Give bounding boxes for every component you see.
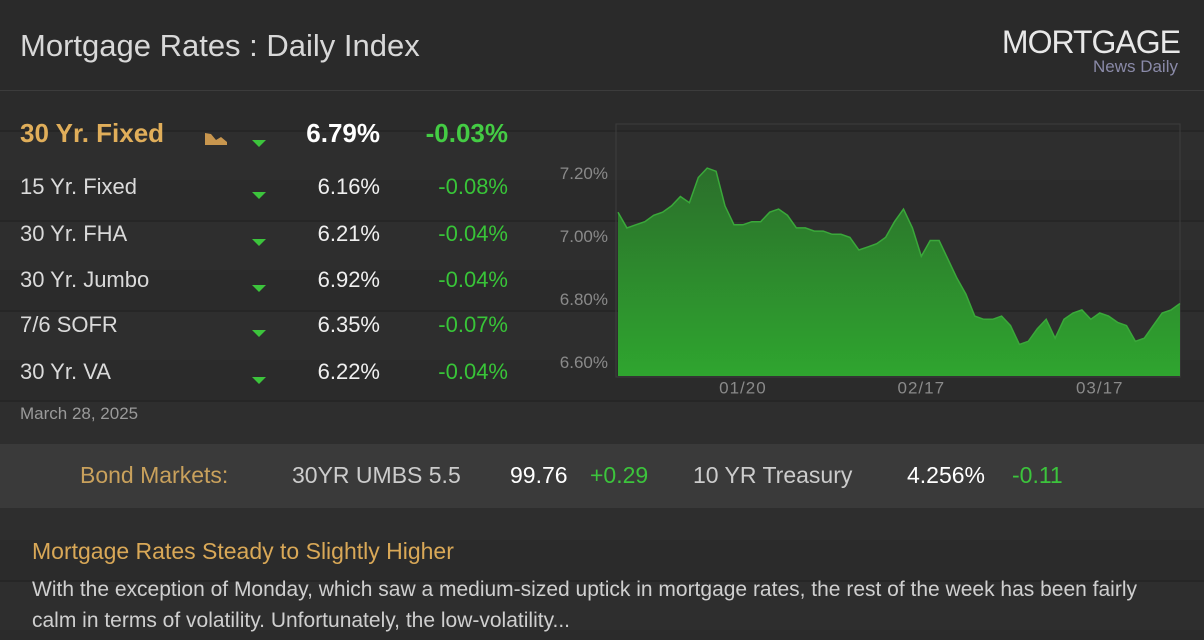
down-arrow — [252, 140, 266, 147]
rate-value: 6.16% — [317, 174, 380, 199]
rate-value: 6.22% — [317, 359, 380, 384]
article-title[interactable]: Mortgage Rates Steady to Slightly Higher — [32, 538, 454, 564]
down-arrow — [252, 377, 266, 384]
x-tick-label: 01/20 — [719, 378, 767, 397]
rate-name[interactable]: 30 Yr. Fixed — [20, 118, 165, 148]
bond-name[interactable]: 30YR UMBS 5.5 — [292, 462, 461, 488]
logo[interactable]: MORTGAGE — [1001, 24, 1181, 60]
logo-subtitle[interactable]: News Daily — [1092, 57, 1178, 76]
x-tick-label: 03/17 — [1076, 378, 1124, 397]
area-edge — [617, 167, 1181, 346]
y-tick-label: 7.00% — [560, 227, 608, 246]
y-tick-label: 6.80% — [560, 290, 608, 309]
bond-bar — [0, 444, 1204, 508]
rate-value: 6.21% — [317, 221, 380, 246]
y-tick-label: 7.20% — [560, 164, 608, 183]
rate-name[interactable]: 30 Yr. Jumbo — [20, 267, 150, 292]
rate-change: -0.03% — [425, 118, 508, 148]
plot-frame — [615, 123, 1181, 378]
bond-label: Bond Markets: — [80, 462, 229, 488]
header — [0, 0, 1204, 91]
rate-change: -0.04% — [438, 267, 508, 292]
area — [618, 168, 1180, 376]
rate-value: 6.79% — [306, 118, 380, 148]
chart-icon — [205, 133, 227, 145]
rate-change: -0.08% — [438, 174, 508, 199]
rate-change: -0.04% — [438, 221, 508, 246]
rate-name[interactable]: 30 Yr. VA — [20, 359, 111, 384]
down-arrow — [252, 330, 266, 337]
bond-price: 99.76 — [510, 462, 568, 488]
rate-name[interactable]: 30 Yr. FHA — [20, 221, 128, 246]
down-arrow — [252, 285, 266, 292]
date: March 28, 2025 — [20, 404, 139, 423]
y-tick-label: 6.60% — [560, 353, 608, 372]
title: Mortgage Rates : Daily Index — [20, 28, 420, 63]
down-arrow — [252, 239, 266, 246]
rate-change: -0.04% — [438, 359, 508, 384]
x-tick-label: 02/17 — [898, 378, 946, 397]
bond-change: +0.29 — [590, 462, 649, 488]
rate-change: -0.07% — [438, 312, 508, 337]
down-arrow — [252, 192, 266, 199]
bond-price: 4.256% — [907, 462, 986, 488]
rate-value: 6.35% — [317, 312, 380, 337]
rate-value: 6.92% — [317, 267, 380, 292]
bond-name[interactable]: 10 YR Treasury — [693, 462, 853, 488]
bond-change: -0.11 — [1012, 462, 1063, 488]
article-text: With the exception of Monday, which saw … — [32, 578, 1137, 632]
rate-name[interactable]: 7/6 SOFR — [20, 312, 118, 337]
rate-name[interactable]: 15 Yr. Fixed — [20, 174, 137, 199]
